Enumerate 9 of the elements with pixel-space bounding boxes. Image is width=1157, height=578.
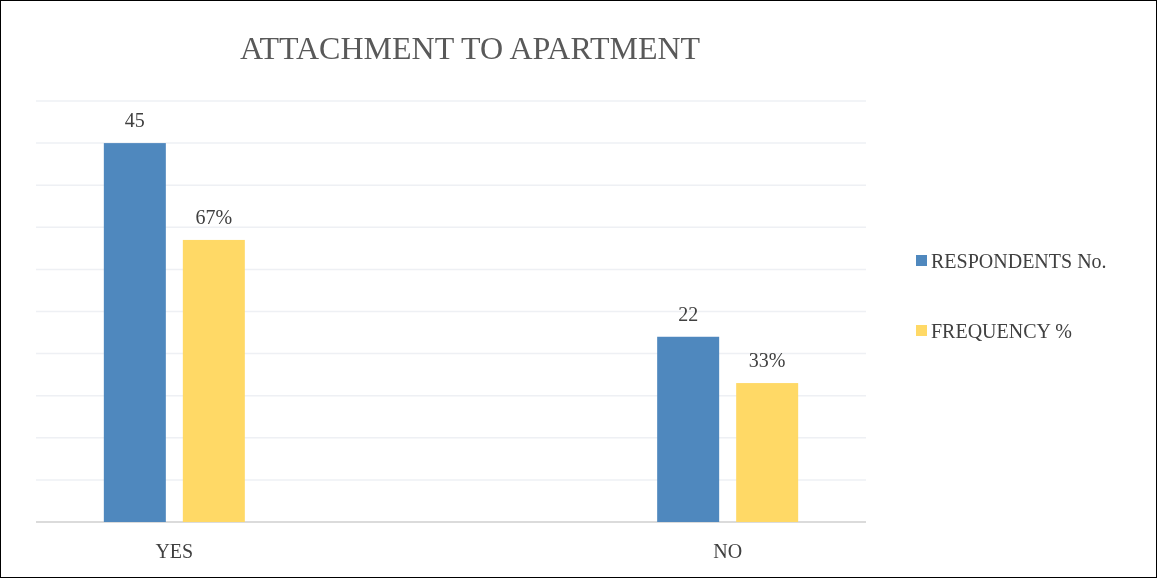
x-tick-label: NO [713, 540, 743, 562]
chart-title: ATTACHMENT TO APARTMENT [239, 30, 701, 66]
x-tick-label: YES [155, 540, 194, 562]
legend-label: FREQUENCY % [931, 320, 1072, 342]
data-label: 33% [748, 349, 786, 372]
legend-label: RESPONDENTS No. [931, 250, 1107, 272]
data-label: 67% [195, 205, 233, 228]
data-label: 22 [678, 302, 699, 325]
data-label: 45 [124, 109, 145, 132]
